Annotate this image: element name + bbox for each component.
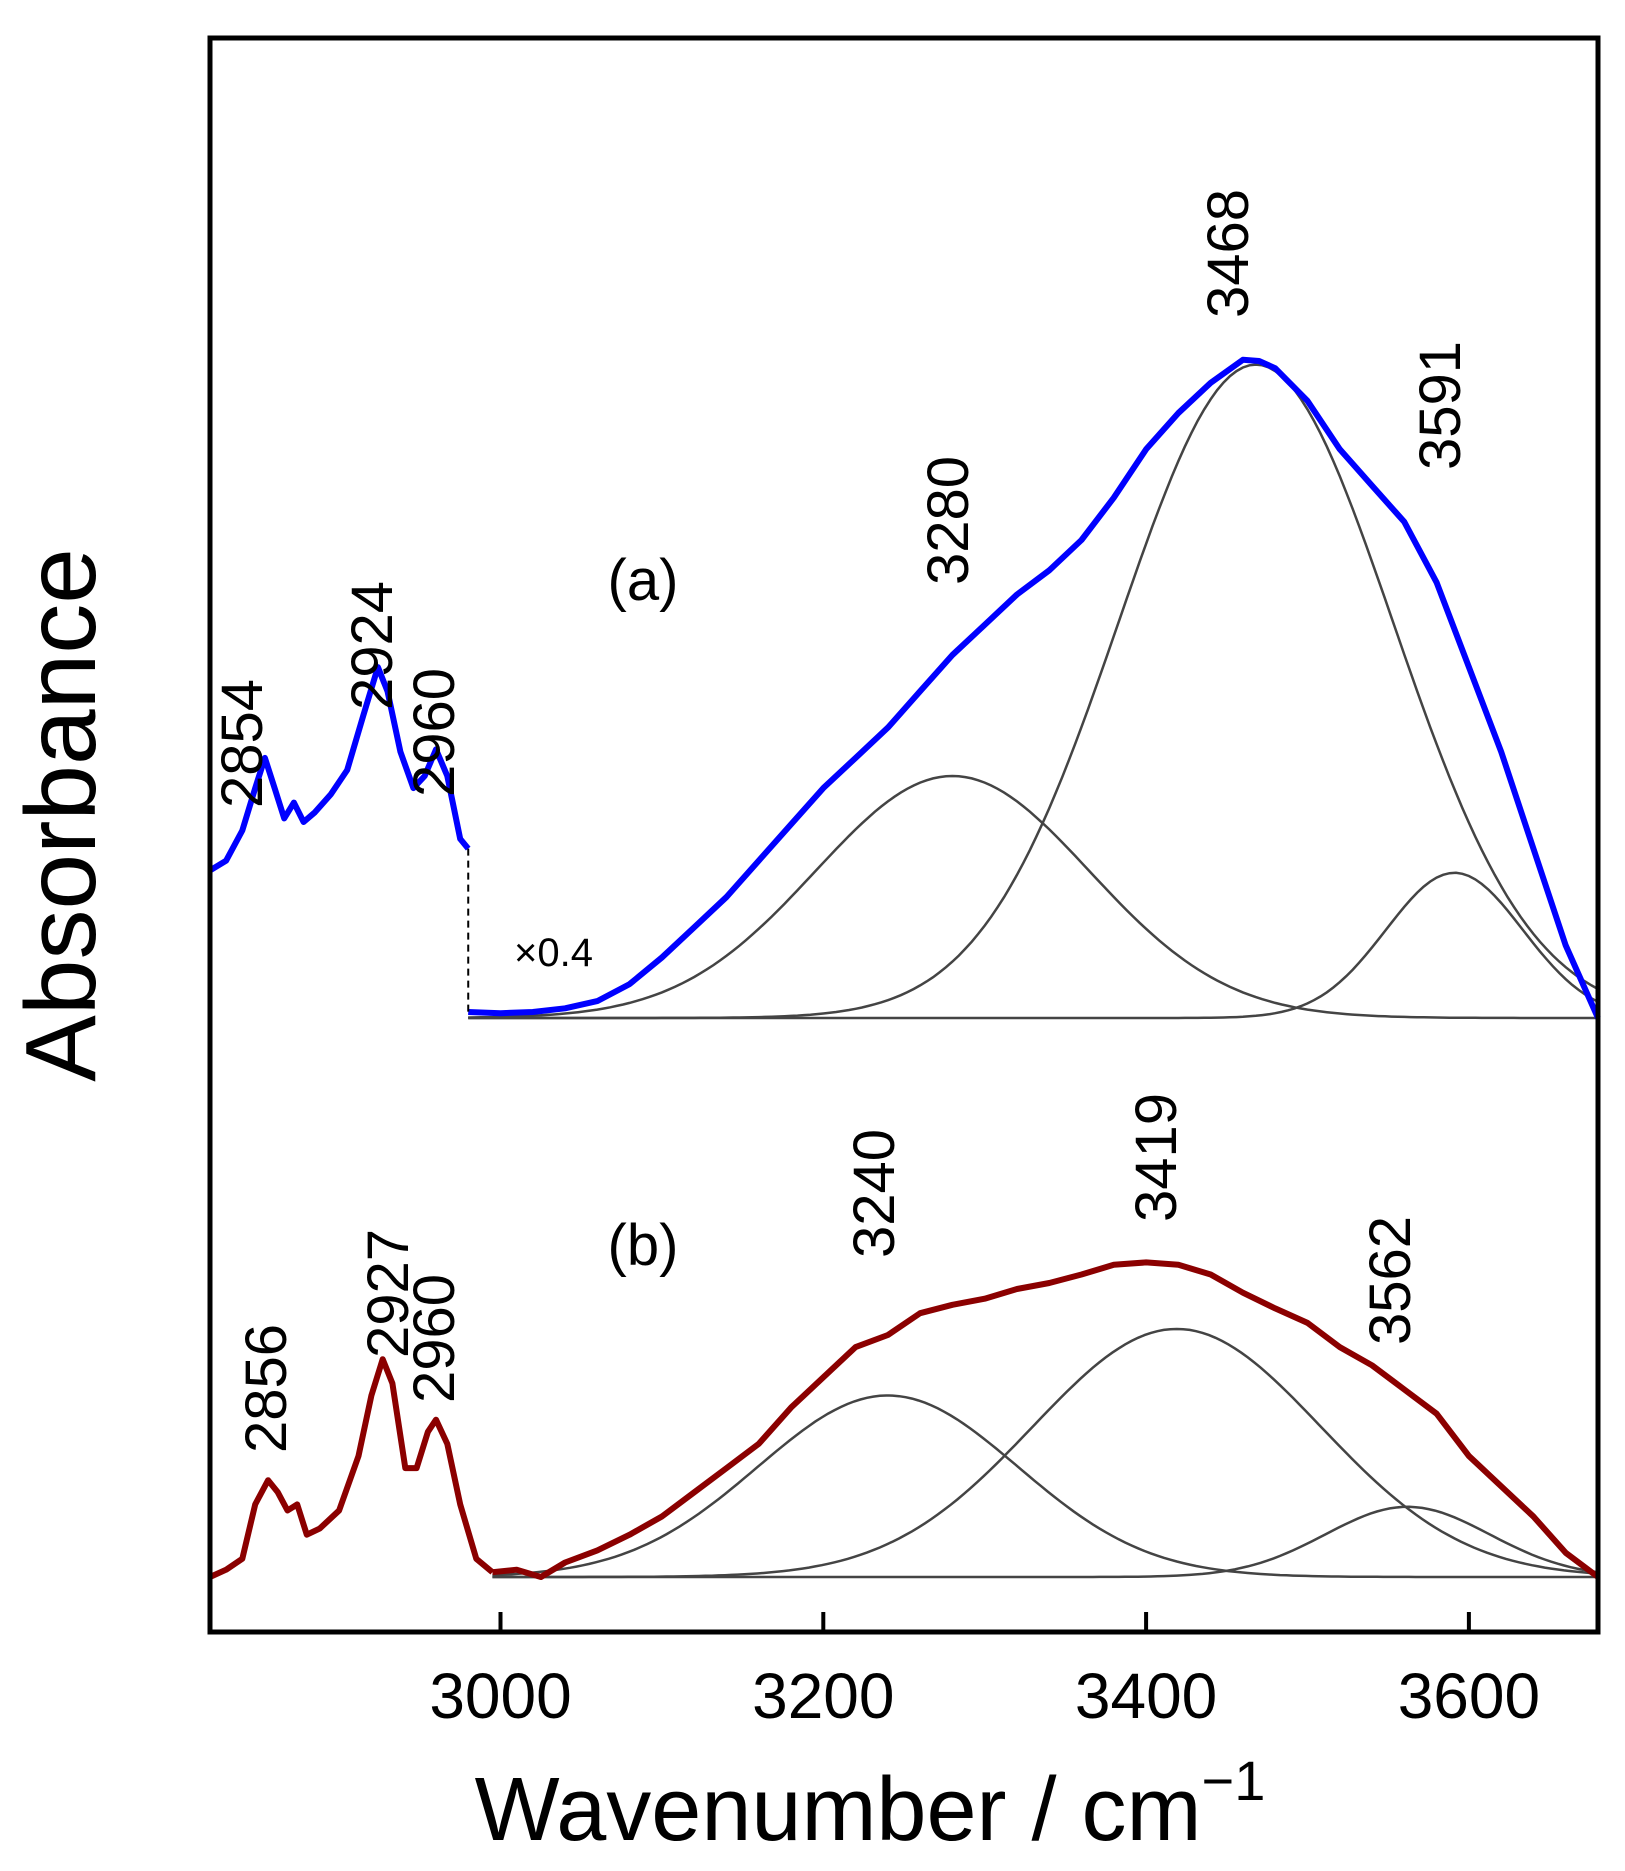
- x-axis-label: Wavenumber / cm−1: [475, 1749, 1266, 1860]
- panel-a-fit-component-1: [468, 774, 1598, 1020]
- panel-a-ch-spectrum: [208, 664, 471, 873]
- x-tick-label: 3600: [1398, 1660, 1540, 1732]
- panel-b-peak-label: 3562: [1358, 1216, 1423, 1345]
- x-tick-label: 3000: [429, 1660, 571, 1732]
- panel-b-fit-component-3: [492, 1505, 1597, 1579]
- panel-b-peak-label: 2927: [356, 1229, 421, 1358]
- panel-a-peak-label: 3280: [916, 456, 981, 585]
- panel-a-peak-label: 3591: [1408, 341, 1473, 470]
- panel-a-oh-spectrum: [468, 356, 1601, 1020]
- panel-b-oh-spectrum: [492, 1259, 1600, 1580]
- panel-b-ch-spectrum: [208, 1356, 495, 1580]
- panel-a-scale-note: ×0.4: [514, 931, 593, 975]
- plot-frame: [207, 35, 1601, 1635]
- y-axis-label: Absorbance: [5, 548, 117, 1082]
- panel-a-peak-label: 2854: [210, 679, 275, 808]
- panel-a-label: (a): [608, 548, 679, 613]
- x-axis-label-superscript: −1: [1202, 1749, 1266, 1812]
- panel-b-peak-label: 2856: [234, 1324, 299, 1453]
- panel-b-fit-component-1: [492, 1394, 1597, 1579]
- panel-a-peak-label: 2924: [340, 581, 405, 710]
- panel-b-label: (b): [608, 1213, 679, 1278]
- axis-tick-labels: 3000 3200 3400 3600: [429, 1660, 1540, 1732]
- panel-a-peak-label: 2960: [402, 668, 467, 797]
- panel-a-peak-label: 3468: [1196, 189, 1261, 318]
- panel-b-peak-label: 3240: [842, 1129, 907, 1258]
- panel-b-peak-label: 3419: [1124, 1093, 1189, 1222]
- panel-b-peak-label: 2960: [402, 1274, 467, 1403]
- x-axis-label-text: Wavenumber / cm: [475, 1760, 1202, 1860]
- x-axis-ticks: [498, 1612, 1471, 1632]
- x-tick-label: 3200: [752, 1660, 894, 1732]
- x-tick-label: 3400: [1075, 1660, 1217, 1732]
- panel-a-fit-component-3: [468, 871, 1599, 1020]
